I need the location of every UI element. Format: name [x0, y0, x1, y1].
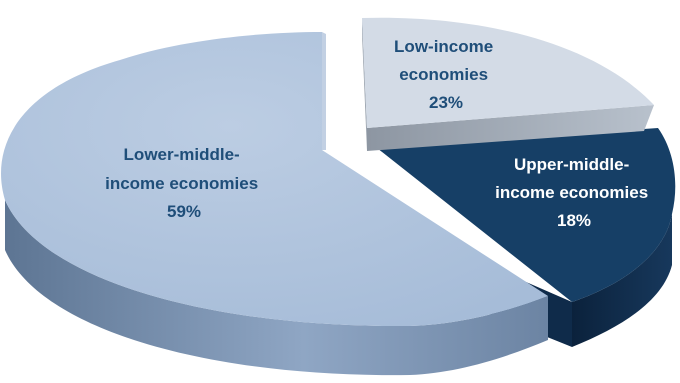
label-lower-middle-income-line1: Lower-middle- [124, 145, 240, 164]
label-low-income-value: 23% [429, 93, 463, 112]
slice-lower-middle-income-top [1, 32, 549, 327]
label-lower-middle-income-line2: income economies [105, 174, 258, 193]
slice-lower-middle-income [1, 32, 549, 376]
label-low-income-line1: Low-income [394, 37, 493, 56]
slice-low-income [362, 17, 654, 151]
label-lower-middle-income-value: 59% [167, 202, 201, 221]
label-upper-middle-income: Upper-middle- income economies 18% [495, 155, 653, 230]
slice-low-income-inner-wall [362, 18, 367, 151]
label-upper-middle-income-line1: Upper-middle- [514, 155, 629, 174]
slice-upper-middle-income-side [572, 214, 672, 347]
label-low-income-line2: economies [399, 65, 488, 84]
label-upper-middle-income-value: 18% [557, 211, 591, 230]
slice-low-income-front-wall [367, 105, 654, 151]
slice-low-income-top [362, 17, 654, 128]
label-upper-middle-income-line2: income economies [495, 183, 648, 202]
label-lower-middle-income: Lower-middle- income economies 59% [105, 145, 263, 221]
slice-upper-middle-income-top [377, 128, 676, 302]
slice-lower-middle-income-side [5, 200, 548, 376]
slice-lower-middle-income-cut-edge [322, 32, 326, 150]
label-low-income: Low-income economies 23% [394, 37, 498, 112]
